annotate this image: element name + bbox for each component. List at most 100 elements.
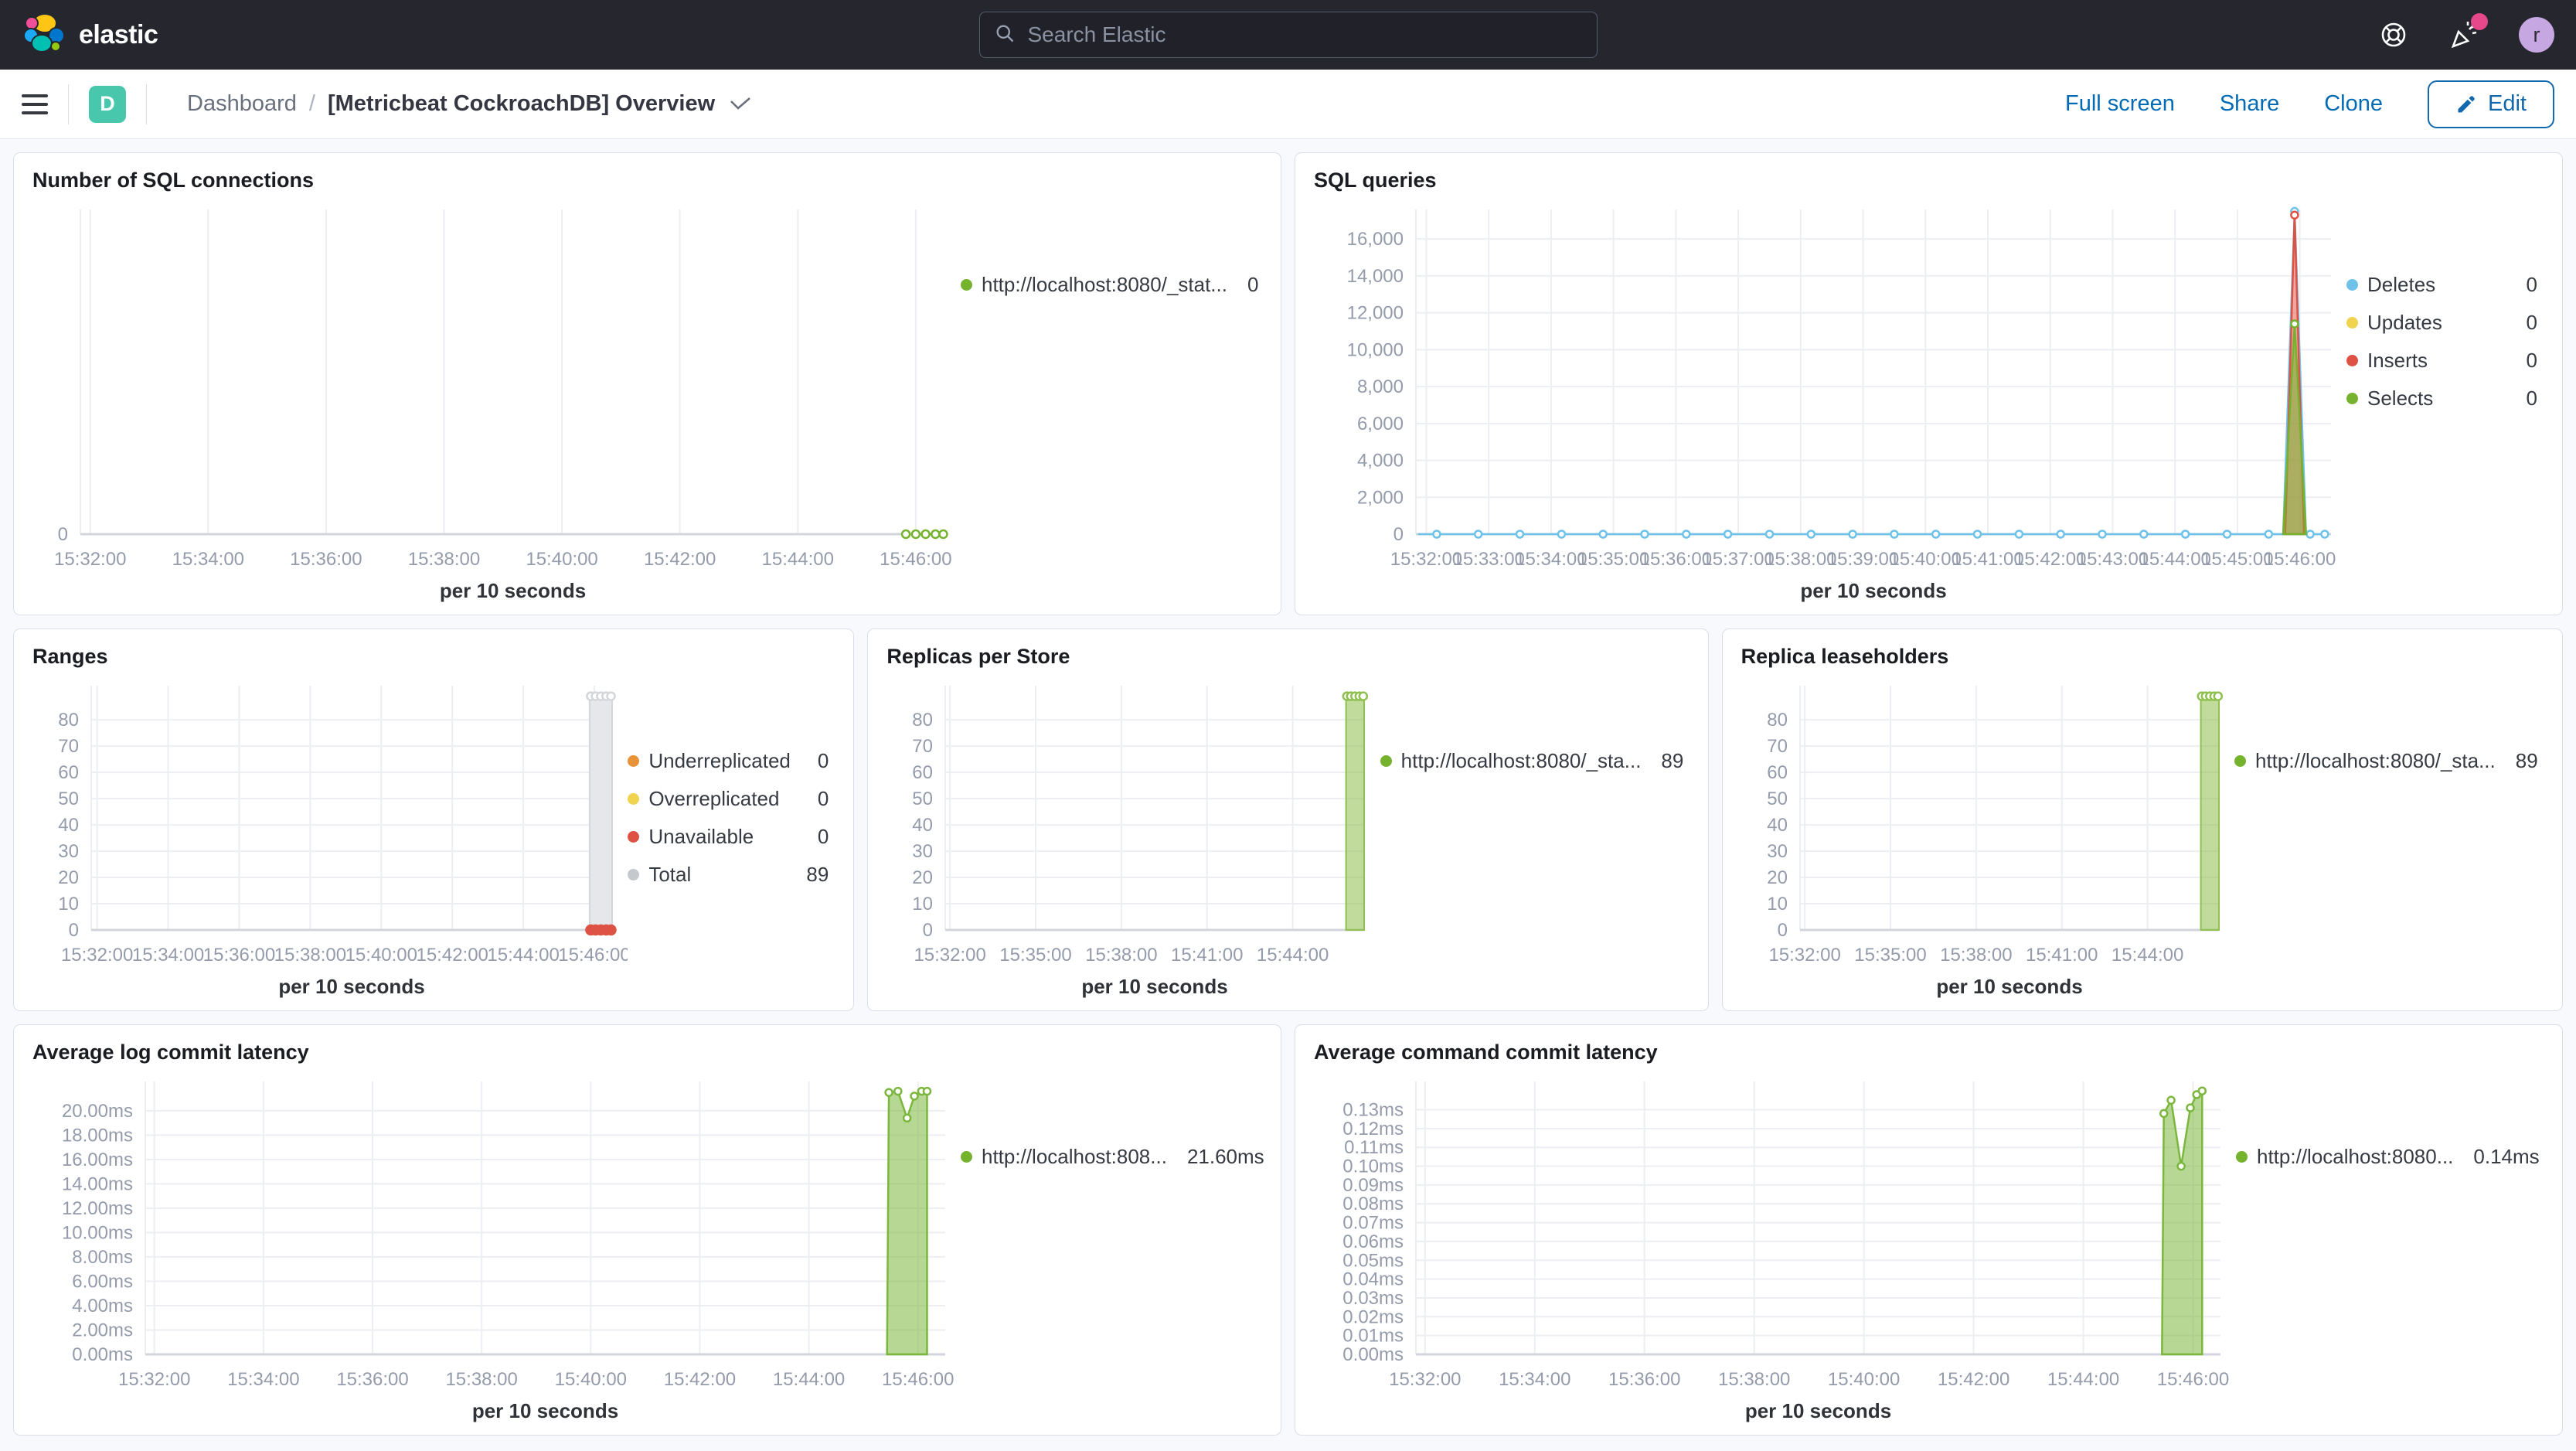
svg-text:15:32:00: 15:32:00	[1389, 1369, 1461, 1390]
legend-color-dot	[2346, 279, 2358, 291]
svg-text:16,000: 16,000	[1347, 229, 1404, 250]
svg-text:14,000: 14,000	[1347, 266, 1404, 287]
share-button[interactable]: Share	[2219, 91, 2280, 116]
svg-text:15:32:00: 15:32:00	[1768, 945, 1840, 966]
svg-text:per 10 seconds: per 10 seconds	[278, 975, 424, 998]
svg-text:15:40:00: 15:40:00	[555, 1369, 627, 1390]
menu-button[interactable]	[22, 94, 48, 114]
legend-item[interactable]: http://localhost:808... 21.60ms	[961, 1145, 1264, 1169]
dashboard-panel: Replica leaseholders 15:32:00 15:35:00 15:…	[1721, 628, 2563, 1011]
breadcrumb-dashboard-link[interactable]: Dashboard	[187, 91, 297, 116]
panel-title: Replicas per Store	[886, 645, 1070, 668]
svg-text:15:38:00: 15:38:00	[1718, 1369, 1790, 1390]
svg-text:per 10 seconds: per 10 seconds	[1082, 975, 1228, 998]
legend-value: 0	[2526, 273, 2537, 296]
global-header: elastic r	[0, 0, 2576, 70]
dashboard-panel: Replicas per Store 15:32:00 15:35:00 15:38…	[867, 628, 1709, 1011]
svg-text:15:42:00: 15:42:00	[664, 1369, 736, 1390]
legend-item[interactable]: http://localhost:8080/_sta... 89	[1380, 749, 1683, 773]
legend-item[interactable]: http://localhost:8080... 0.14ms	[2236, 1145, 2540, 1169]
svg-text:40: 40	[913, 815, 934, 836]
legend-color-dot	[2234, 755, 2246, 767]
legend-label: Total	[648, 863, 692, 886]
chart-plot-area[interactable]: 15:32:00 15:34:00 15:36:00 15:38:00 15:40:00…	[1314, 1068, 2236, 1425]
clone-button[interactable]: Clone	[2324, 91, 2384, 116]
chart-plot-area[interactable]: 15:32:00 15:34:00 15:36:00 15:38:00 15:40:00…	[32, 1068, 961, 1425]
chart-plot-area[interactable]: 15:32:00 15:35:00 15:38:00 15:41:00 15:44:00…	[886, 672, 1380, 1001]
whats-new-button[interactable]	[2448, 13, 2488, 52]
svg-text:14.00ms: 14.00ms	[62, 1173, 133, 1194]
svg-text:0.01ms: 0.01ms	[1342, 1326, 1404, 1347]
dashboard-panel: Number of SQL connections 15:32:00 15:34:…	[13, 152, 1281, 615]
svg-text:60: 60	[913, 762, 934, 783]
legend-value: 89	[1661, 749, 1684, 772]
full-screen-button[interactable]: Full screen	[2065, 91, 2175, 116]
svg-text:80: 80	[58, 710, 79, 731]
help-button[interactable]	[2377, 18, 2411, 52]
svg-text:15:36:00: 15:36:00	[203, 945, 275, 966]
svg-text:15:44:00: 15:44:00	[2112, 945, 2183, 966]
svg-text:12,000: 12,000	[1347, 303, 1404, 324]
user-avatar[interactable]: r	[2519, 17, 2554, 53]
search-icon	[994, 22, 1016, 48]
svg-text:0: 0	[1393, 524, 1404, 545]
dashboard-panel: Ranges 15:32:00 15:34:00 15:36:00 15:38:00 1…	[13, 628, 855, 1011]
legend-item[interactable]: Total 89	[628, 863, 829, 887]
svg-text:50: 50	[1767, 789, 1788, 809]
legend-item[interactable]: Updates 0	[2346, 311, 2537, 335]
legend-value: 0	[2526, 387, 2537, 410]
svg-text:70: 70	[1767, 736, 1788, 757]
svg-text:15:34:00: 15:34:00	[1499, 1369, 1570, 1390]
chart-legend: http://localhost:8080/_sta... 89	[2234, 672, 2544, 1001]
legend-item[interactable]: Unavailable 0	[628, 825, 829, 849]
legend-color-dot	[2346, 355, 2358, 366]
legend-item[interactable]: Overreplicated 0	[628, 787, 829, 811]
svg-text:15:46:00: 15:46:00	[880, 549, 951, 570]
svg-text:40: 40	[1767, 815, 1788, 836]
svg-text:15:36:00: 15:36:00	[1608, 1369, 1680, 1390]
svg-text:0.04ms: 0.04ms	[1342, 1269, 1404, 1290]
svg-text:15:44:00: 15:44:00	[762, 549, 834, 570]
legend-color-dot	[961, 279, 972, 291]
svg-text:15:34:00: 15:34:00	[227, 1369, 299, 1390]
legend-item[interactable]: Deletes 0	[2346, 273, 2537, 297]
legend-label: Selects	[2367, 387, 2434, 410]
breadcrumb-separator: /	[308, 91, 315, 116]
legend-item[interactable]: Inserts 0	[2346, 349, 2537, 373]
title-menu-button[interactable]	[729, 97, 752, 112]
svg-text:15:32:00: 15:32:00	[914, 945, 986, 966]
search-input[interactable]	[1026, 22, 1583, 48]
legend-label: Unavailable	[648, 825, 754, 848]
global-search-bar[interactable]	[978, 12, 1598, 58]
legend-label: Underreplicated	[648, 749, 791, 772]
svg-text:15:40:00: 15:40:00	[526, 549, 597, 570]
chart-plot-area[interactable]: 15:32:00 15:35:00 15:38:00 15:41:00 15:44:00…	[1741, 672, 2234, 1001]
chart-plot-area[interactable]: 15:32:00 15:34:00 15:36:00 15:38:00 15:40:00…	[32, 672, 631, 1001]
chart-plot-area[interactable]: 15:32:00 15:34:00 15:36:00 15:38:00 15:40:00…	[32, 196, 961, 605]
svg-text:0.08ms: 0.08ms	[1342, 1194, 1404, 1214]
legend-item[interactable]: http://localhost:8080/_stat... 0	[961, 273, 1258, 297]
elastic-brand[interactable]: elastic	[0, 12, 158, 59]
legend-item[interactable]: Selects 0	[2346, 387, 2537, 410]
legend-color-dot	[628, 869, 640, 880]
svg-text:15:35:00: 15:35:00	[1577, 549, 1649, 570]
legend-value: 0	[817, 825, 829, 848]
svg-text:15:37:00: 15:37:00	[1702, 549, 1774, 570]
svg-text:15:44:00: 15:44:00	[2047, 1369, 2119, 1390]
chart-legend: http://localhost:8080... 0.14ms	[2236, 1068, 2544, 1425]
svg-text:15:46:00: 15:46:00	[2157, 1369, 2229, 1390]
svg-text:15:32:00: 15:32:00	[61, 945, 133, 966]
svg-text:10: 10	[1767, 894, 1788, 915]
edit-button[interactable]: Edit	[2428, 80, 2554, 128]
svg-text:50: 50	[58, 789, 79, 809]
legend-item[interactable]: http://localhost:8080/_sta... 89	[2234, 749, 2538, 773]
legend-value: 0.14ms	[2473, 1145, 2540, 1168]
legend-value: 89	[2515, 749, 2538, 772]
svg-text:15:36:00: 15:36:00	[1640, 549, 1712, 570]
legend-item[interactable]: Underreplicated 0	[628, 749, 829, 773]
svg-text:0.07ms: 0.07ms	[1342, 1213, 1404, 1234]
dashboard-toolbar: D Dashboard / [Metricbeat CockroachDB] O…	[0, 70, 2576, 139]
svg-text:15:41:00: 15:41:00	[1952, 549, 2023, 570]
chart-plot-area[interactable]: 15:32:00 15:33:00 15:34:00 15:35:00 15:36:00…	[1314, 196, 2346, 605]
svg-text:15:34:00: 15:34:00	[172, 549, 244, 570]
